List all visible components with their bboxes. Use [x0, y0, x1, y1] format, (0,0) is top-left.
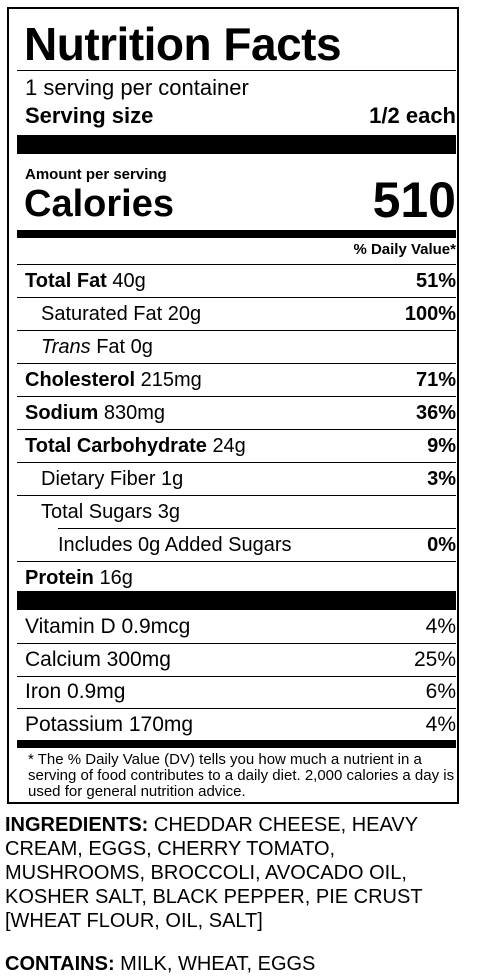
nutrient-row-total-fat: Total Fat 40g 51%: [25, 269, 456, 293]
nutrient-row-sodium: Sodium 830mg 36%: [25, 401, 456, 425]
divider: [17, 363, 456, 364]
divider: [17, 643, 456, 644]
nutrient-row-dietary-fiber: Dietary Fiber 1g 3%: [41, 467, 456, 491]
contains-text: MILK, WHEAT, EGGS: [114, 953, 316, 975]
nutrient-amount: 40g: [112, 270, 146, 292]
nutrient-name: Saturated Fat: [41, 303, 163, 325]
calories-label: Calories: [24, 183, 174, 225]
divider: [17, 429, 456, 430]
vitamin-name: Calcium 300mg: [25, 648, 171, 671]
nutrient-name: Fat: [96, 336, 126, 358]
nutrient-row-protein: Protein 16g: [25, 566, 456, 590]
ingredients-label: INGREDIENTS:: [5, 814, 149, 836]
divider: [17, 561, 456, 562]
nutrient-name: Cholesterol: [25, 369, 136, 391]
nutrient-amount: 215mg: [140, 369, 202, 391]
divider-calories: [17, 230, 456, 238]
nutrient-amount: 830mg: [103, 402, 166, 424]
vitamin-dv: 6%: [425, 680, 456, 703]
divider: [17, 396, 456, 397]
divider: [17, 708, 456, 709]
divider: [17, 264, 456, 265]
allergen-statement: CONTAINS: MILK, WHEAT, EGGS: [5, 952, 475, 976]
divider-thick-top: [17, 135, 456, 154]
vitamin-row-iron: Iron 0.9mg 6%: [25, 680, 456, 704]
nutrient-dv: 9%: [427, 435, 456, 457]
ingredients-statement: INGREDIENTS: CHEDDAR CHEESE, HEAVY CREAM…: [5, 813, 475, 933]
daily-value-footnote: * The % Daily Value (DV) tells you how m…: [28, 751, 455, 800]
divider: [17, 462, 456, 463]
nutrient-name: Includes 0g Added Sugars: [58, 534, 292, 556]
nutrient-name-italic: Trans: [41, 336, 91, 358]
vitamin-name: Vitamin D 0.9mcg: [25, 615, 191, 638]
nutrient-row-total-sugars: Total Sugars 3g: [41, 500, 456, 524]
vitamin-row-potassium: Potassium 170mg 4%: [25, 713, 456, 737]
divider-thick-bottom: [17, 740, 456, 748]
divider: [17, 297, 456, 298]
nutrient-name: Protein: [25, 567, 94, 589]
nutrient-name: Total Sugars: [41, 501, 153, 523]
nutrient-name: Total Carbohydrate: [25, 435, 207, 457]
daily-value-header: % Daily Value*: [353, 241, 456, 258]
nutrient-row-total-carbohydrate: Total Carbohydrate 24g 9%: [25, 434, 456, 458]
divider: [17, 495, 456, 496]
nutrient-amount: 3g: [157, 501, 180, 523]
divider: [17, 676, 456, 677]
nutrient-name: Dietary Fiber: [41, 468, 156, 490]
nutrient-name: Sodium: [25, 402, 99, 424]
nutrient-amount: 16g: [99, 567, 133, 589]
amount-per-serving: Amount per serving: [25, 166, 167, 183]
nutrient-amount: 24g: [212, 435, 246, 457]
serving-size-value: 1/2 each: [369, 103, 456, 128]
vitamin-name: Potassium 170mg: [25, 713, 194, 736]
nutrition-facts-panel: [7, 7, 459, 804]
nutrient-dv: 3%: [427, 468, 456, 490]
vitamin-row-vitamin-d: Vitamin D 0.9mcg 4%: [25, 615, 456, 639]
vitamin-row-calcium: Calcium 300mg 25%: [25, 648, 456, 672]
nutrient-amount: 20g: [167, 303, 202, 325]
nutrient-row-added-sugars: Includes 0g Added Sugars 0%: [58, 533, 456, 557]
divider: [17, 330, 456, 331]
nutrient-name: Total Fat: [25, 270, 107, 292]
serving-size-label: Serving size: [25, 103, 154, 128]
divider: [58, 528, 456, 529]
nutrient-dv: 0%: [427, 534, 456, 556]
nutrient-amount: 1g: [161, 468, 184, 490]
divider-thick-middle: [17, 591, 456, 610]
servings-per-container: 1 serving per container: [25, 75, 249, 100]
nutrient-row-saturated-fat: Saturated Fat 20g 100%: [41, 302, 456, 326]
nutrient-row-trans-fat: Trans Fat 0g: [41, 335, 456, 359]
nutrient-dv: 100%: [404, 303, 456, 325]
nutrient-dv: 51%: [415, 270, 456, 292]
contains-label: CONTAINS:: [5, 953, 115, 975]
nutrition-title: Nutrition Facts: [24, 18, 342, 70]
vitamin-dv: 4%: [425, 615, 456, 638]
calories-value: 510: [372, 172, 456, 228]
nutrient-amount: 0g: [130, 336, 153, 358]
divider-title: [17, 70, 456, 71]
vitamin-dv: 25%: [413, 648, 456, 671]
nutrient-dv: 36%: [415, 402, 456, 424]
nutrient-row-cholesterol: Cholesterol 215mg 71%: [25, 368, 456, 392]
ingredients-text: CHEDDAR CHEESE, HEAVY CREAM, EGGS, CHERR…: [5, 814, 423, 932]
vitamin-dv: 4%: [425, 713, 456, 736]
vitamin-name: Iron 0.9mg: [25, 680, 126, 703]
nutrient-dv: 71%: [415, 369, 456, 391]
